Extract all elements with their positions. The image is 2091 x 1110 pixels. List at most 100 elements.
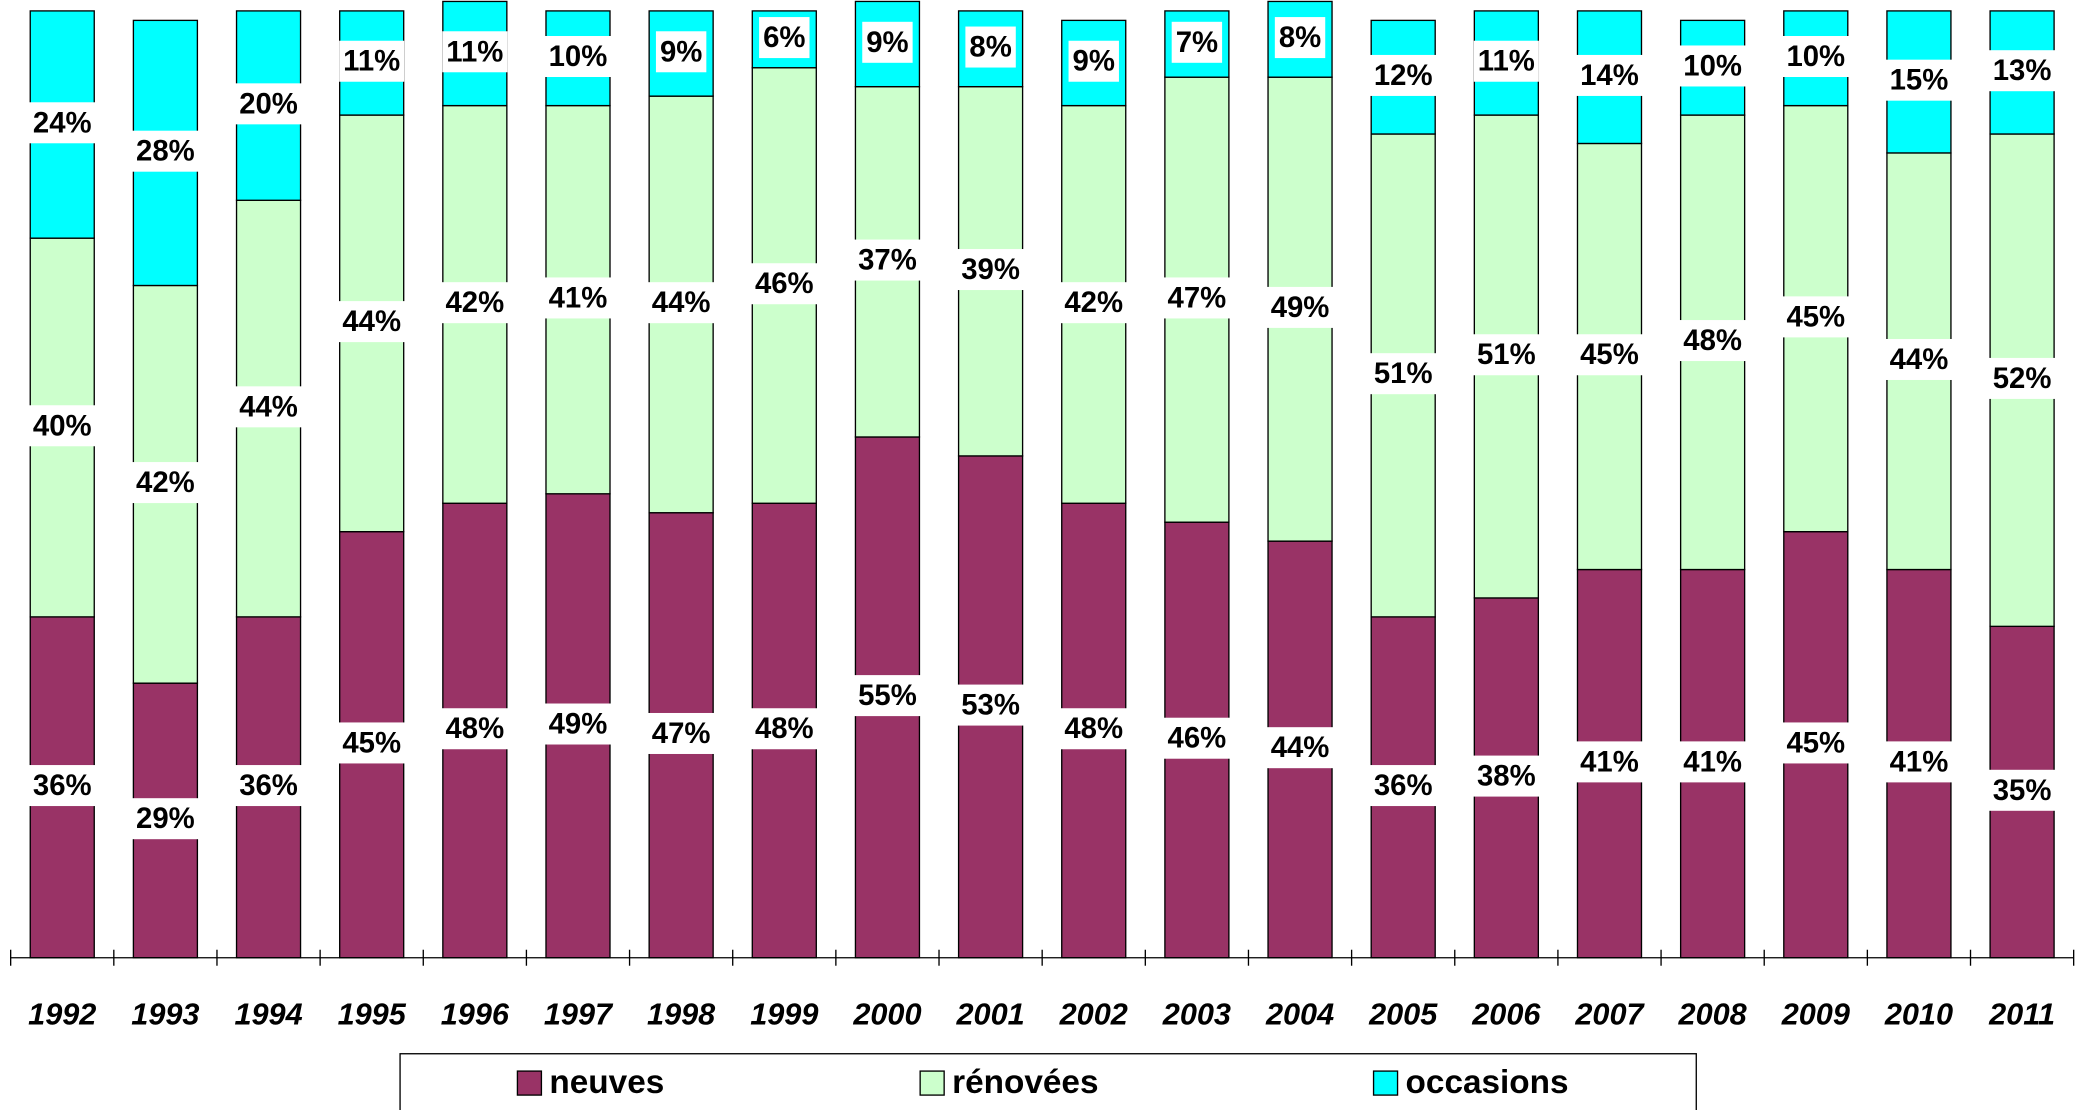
- data-label: 48%: [1064, 712, 1123, 745]
- data-label-bg: [544, 36, 612, 78]
- data-label: 44%: [342, 305, 401, 338]
- data-label: 36%: [1374, 769, 1433, 802]
- data-label: 28%: [136, 135, 195, 168]
- data-label: 46%: [755, 267, 814, 300]
- x-tick-label: 2005: [1368, 998, 1438, 1032]
- data-label-bg: [1369, 353, 1437, 395]
- data-label-bg: [750, 263, 818, 305]
- data-label: 10%: [1683, 49, 1742, 82]
- data-label-bg: [1782, 36, 1850, 78]
- data-label: 10%: [549, 40, 608, 73]
- data-label: 48%: [755, 712, 814, 745]
- data-label-bg: [1576, 54, 1643, 96]
- data-label: 37%: [858, 244, 917, 277]
- data-label-bg: [1576, 741, 1643, 783]
- legend-label: occasions: [1406, 1064, 1569, 1101]
- legend-box: [399, 1053, 1697, 1110]
- data-label: 47%: [1168, 281, 1227, 314]
- data-label: 20%: [239, 87, 298, 120]
- data-label: 13%: [1993, 54, 2052, 87]
- data-label-bg: [1782, 722, 1850, 764]
- x-tick-label: 2006: [1471, 998, 1541, 1032]
- x-tick-label: 1997: [544, 998, 614, 1032]
- data-label-bg: [1266, 286, 1334, 328]
- data-label-bg: [1885, 59, 1953, 101]
- data-label: 11%: [446, 35, 503, 68]
- data-label: 42%: [445, 286, 504, 319]
- data-label: 49%: [549, 708, 608, 741]
- data-label-bg: [759, 17, 810, 59]
- data-label: 46%: [1168, 722, 1227, 755]
- x-tick-label: 1999: [750, 998, 818, 1032]
- data-label: 42%: [1064, 286, 1123, 319]
- data-label-bg: [1369, 765, 1437, 807]
- data-label: 44%: [652, 286, 711, 319]
- data-label-bg: [1266, 727, 1334, 769]
- data-label-bg: [28, 102, 96, 144]
- data-label: 48%: [445, 712, 504, 745]
- data-label: 24%: [33, 106, 92, 139]
- data-label-bg: [441, 282, 509, 324]
- x-tick-label: 2010: [1884, 998, 1953, 1032]
- data-label: 9%: [1073, 45, 1115, 78]
- data-label-bg: [338, 301, 406, 343]
- legend-label: neuves: [549, 1064, 664, 1101]
- data-label-bg: [1988, 357, 2056, 399]
- data-label-bg: [132, 798, 199, 840]
- x-tick-label: 2003: [1162, 998, 1231, 1032]
- data-label-bg: [1782, 296, 1850, 338]
- x-tick-label: 1996: [441, 998, 510, 1032]
- data-label: 41%: [549, 281, 608, 314]
- x-tick-label: 2009: [1781, 998, 1850, 1032]
- data-label: 8%: [1279, 21, 1321, 54]
- data-label-bg: [442, 31, 508, 73]
- data-label: 51%: [1477, 338, 1536, 371]
- x-tick-label: 2002: [1059, 998, 1128, 1032]
- x-tick-label: 1998: [647, 998, 715, 1032]
- data-label: 40%: [33, 409, 92, 442]
- legend-swatch: [516, 1070, 543, 1096]
- data-label-bg: [1171, 21, 1223, 63]
- x-tick-label: 2001: [955, 998, 1024, 1032]
- data-label: 36%: [239, 769, 298, 802]
- data-label-bg: [338, 722, 406, 764]
- data-label-bg: [339, 40, 405, 82]
- data-label-bg: [1369, 54, 1437, 96]
- x-tick-label: 2008: [1678, 998, 1747, 1032]
- x-tick-label: 1993: [131, 998, 199, 1032]
- data-label-bg: [1988, 50, 2056, 92]
- data-label-bg: [647, 712, 715, 754]
- x-tick-label: 2004: [1265, 998, 1334, 1032]
- data-label: 41%: [1890, 745, 1949, 778]
- data-label: 49%: [1271, 291, 1330, 324]
- data-label-bg: [957, 684, 1024, 726]
- data-label-bg: [1679, 45, 1746, 87]
- data-label-bg: [1068, 40, 1119, 82]
- data-label: 52%: [1993, 362, 2052, 395]
- data-label-bg: [1576, 334, 1643, 376]
- data-label-bg: [1163, 717, 1231, 759]
- data-label: 8%: [969, 31, 1011, 64]
- data-label: 9%: [866, 26, 908, 59]
- data-label: 7%: [1176, 26, 1218, 59]
- data-label: 36%: [33, 769, 92, 802]
- data-label-bg: [1885, 741, 1953, 783]
- legend-label: rénovées: [952, 1064, 1098, 1101]
- x-tick-label: 2011: [1988, 998, 2055, 1032]
- data-label: 51%: [1374, 357, 1433, 390]
- data-label-bg: [1060, 708, 1128, 750]
- x-tick-label: 2000: [852, 998, 921, 1032]
- data-label-bg: [544, 703, 612, 745]
- data-label-bg: [1679, 741, 1746, 783]
- data-label: 15%: [1890, 64, 1949, 97]
- data-label-bg: [647, 282, 715, 324]
- data-label: 11%: [1478, 45, 1535, 78]
- data-label-bg: [655, 31, 707, 73]
- data-label: 12%: [1374, 59, 1433, 92]
- data-label: 6%: [763, 21, 805, 54]
- legend-swatch: [1372, 1070, 1399, 1096]
- data-label: 10%: [1786, 40, 1845, 73]
- data-label: 41%: [1683, 745, 1742, 778]
- x-tick-label: 1992: [28, 998, 96, 1032]
